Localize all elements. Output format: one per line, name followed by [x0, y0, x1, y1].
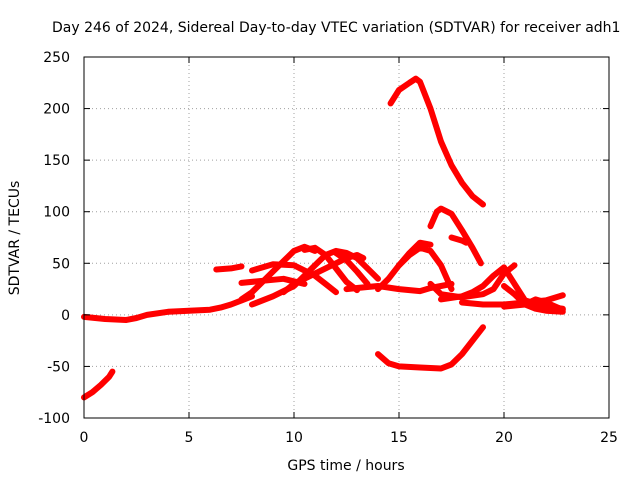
tick-layer: 0 5 10 15 20 25 -100 -50 0 50 100 150 200 250 [38, 50, 618, 446]
series-line-s19 [438, 264, 566, 312]
y-tick-label: -100 [38, 411, 70, 427]
series-line-s17 [375, 324, 486, 372]
y-tick-label: 0 [61, 308, 70, 324]
series-line-s13 [396, 239, 434, 269]
x-axis-label: GPS time / hours [287, 458, 404, 474]
y-tick-label: 100 [43, 205, 70, 221]
x-tick-label: 5 [185, 430, 194, 446]
series-line-s3 [213, 263, 245, 273]
grid-layer [84, 57, 609, 418]
series-line-s12 [375, 244, 455, 293]
y-axis-label: SDTVAR / TECUs [7, 181, 23, 296]
series-line-s9 [301, 244, 360, 294]
chart-title: Day 246 of 2024, Sidereal Day-to-day VTE… [52, 20, 620, 36]
series-line-s5 [249, 261, 339, 296]
x-tick-label: 15 [390, 430, 408, 446]
series-line-s15 [427, 205, 484, 267]
series-line-s14 [387, 75, 486, 208]
x-tick-label: 0 [80, 430, 89, 446]
series-line-s22 [501, 301, 566, 315]
y-tick-label: -50 [47, 359, 70, 375]
series-line-s1 [81, 368, 116, 401]
series-line-s21 [501, 283, 566, 313]
plot-frame [83, 56, 610, 419]
series-layer [81, 75, 566, 401]
x-tick-label: 25 [600, 430, 618, 446]
x-tick-label: 20 [495, 430, 513, 446]
series-line-s16 [448, 234, 470, 246]
y-tick-label: 50 [52, 256, 70, 272]
series-line-s2 [81, 293, 255, 323]
y-tick-label: 150 [43, 153, 70, 169]
x-tick-label: 10 [285, 430, 303, 446]
series-line-s10 [333, 250, 371, 287]
series-line-s11 [343, 280, 455, 295]
series-line-s18 [427, 262, 518, 301]
series-line-s8 [280, 252, 367, 296]
y-tick-label: 250 [43, 50, 70, 66]
y-tick-label: 200 [43, 102, 70, 118]
